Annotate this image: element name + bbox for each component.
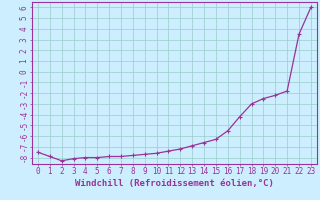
- X-axis label: Windchill (Refroidissement éolien,°C): Windchill (Refroidissement éolien,°C): [75, 179, 274, 188]
